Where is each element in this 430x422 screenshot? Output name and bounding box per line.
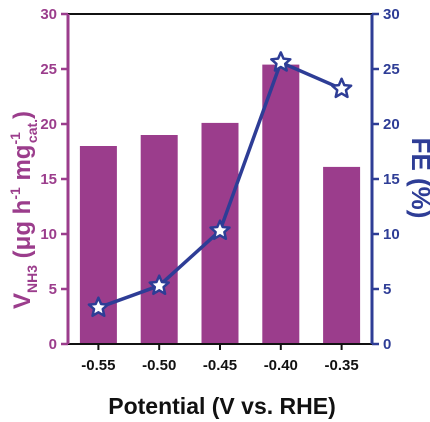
line-layer	[87, 51, 353, 318]
x-axis-title: Potential (V vs. RHE)	[108, 393, 335, 419]
x-tick-label: -0.40	[264, 357, 298, 374]
y-left-tick-label: 0	[49, 336, 57, 353]
y-left-tick-label: 25	[40, 61, 57, 78]
fe-star-marker	[87, 296, 110, 318]
y-left-tick-label: 5	[49, 281, 57, 298]
bar	[323, 166, 361, 344]
bar	[79, 146, 117, 344]
y-axis-right-title: FE (%)	[406, 138, 430, 219]
bar	[262, 64, 300, 344]
bars-layer	[79, 64, 361, 345]
x-tick-label: -0.50	[142, 357, 176, 374]
x-tick-label: -0.55	[81, 357, 115, 374]
y-right-tick-label: 15	[383, 171, 400, 188]
fe-star-marker	[270, 51, 292, 72]
fe-star-marker	[209, 219, 231, 241]
fe-star-marker	[148, 274, 170, 296]
y-left-tick-label: 30	[40, 6, 57, 23]
y-axis-left-title: VNH3 (μg h-1 mg-1cat.)	[7, 111, 40, 309]
y-right-tick-label: 10	[383, 226, 400, 243]
y-right-tick-label: 5	[383, 281, 391, 298]
y-left-tick-label: 10	[40, 226, 57, 243]
y-left-tick-label: 15	[40, 171, 57, 188]
y-right-tick-label: 30	[383, 6, 400, 23]
axes-layer: -0.55 -0.50 -0.45 -0.40 -0.35 0 5 10 15 20 25 30 0 5 1…	[40, 6, 399, 374]
y-right-tick-label: 25	[383, 61, 400, 78]
fe-star-marker	[330, 77, 353, 99]
y-right-tick-label: 20	[383, 116, 400, 133]
bar	[140, 135, 178, 344]
x-tick-label: -0.45	[203, 357, 237, 374]
y-right-tick-label: 0	[383, 336, 391, 353]
y-left-tick-label: 20	[40, 116, 57, 133]
x-tick-label: -0.35	[324, 357, 358, 374]
